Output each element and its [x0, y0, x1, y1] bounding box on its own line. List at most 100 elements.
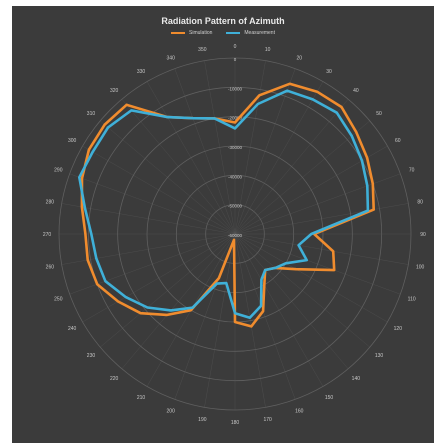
- angle-tick-label: 0: [234, 44, 237, 50]
- legend-swatch-measurement: [226, 32, 241, 34]
- grid-spoke: [61, 203, 236, 235]
- grid-spoke: [234, 233, 324, 387]
- data-point-measurement: [166, 116, 169, 118]
- data-point-simulation: [84, 233, 87, 235]
- radial-tick-label: -40000: [228, 174, 243, 179]
- grid-spoke: [82, 233, 236, 323]
- data-point-simulation: [332, 250, 335, 253]
- data-point-measurement: [310, 233, 313, 235]
- data-point-simulation: [372, 183, 374, 185]
- angle-tick-label: 20: [297, 55, 303, 61]
- legend: Simulation Measurement: [12, 30, 434, 36]
- legend-item-measurement: Measurement: [226, 30, 275, 36]
- angle-tick-label: 50: [376, 111, 382, 117]
- angle-tick-label: 340: [167, 55, 176, 61]
- data-point-simulation: [295, 268, 297, 271]
- angle-tick-label: 60: [395, 138, 401, 144]
- data-point-simulation: [233, 239, 235, 241]
- angle-tick-label: 150: [325, 395, 334, 401]
- grid-spoke: [234, 233, 388, 323]
- angle-tick-label: 170: [263, 417, 272, 423]
- radial-tick-label: -50000: [228, 204, 243, 209]
- angle-tick-label: 190: [198, 417, 207, 423]
- angle-tick-label: 10: [265, 47, 271, 53]
- data-point-simulation: [250, 325, 253, 328]
- angle-tick-label: 240: [68, 326, 77, 332]
- grid-spoke: [234, 203, 409, 235]
- angle-tick-label: 180: [231, 420, 240, 426]
- angle-tick-label: 300: [68, 138, 77, 144]
- grid-spoke: [234, 233, 409, 265]
- grid-spoke: [234, 233, 266, 408]
- data-point-simulation: [316, 90, 318, 93]
- legend-label-measurement: Measurement: [244, 30, 275, 36]
- radial-tick-label: -60000: [228, 233, 243, 238]
- data-point-measurement: [260, 304, 262, 307]
- data-point-simulation: [262, 310, 264, 313]
- grid-spoke: [146, 81, 236, 235]
- data-point-simulation: [355, 131, 358, 133]
- data-point-simulation: [263, 284, 266, 286]
- data-point-simulation: [372, 208, 375, 211]
- grid-spoke: [174, 68, 236, 235]
- angle-tick-label: 90: [420, 232, 426, 238]
- grid-spoke: [204, 60, 236, 235]
- data-point-measurement: [351, 135, 353, 137]
- angle-tick-label: 70: [409, 168, 415, 174]
- data-point-measurement: [264, 269, 266, 271]
- grid-spoke: [234, 173, 401, 235]
- grid-spoke: [234, 233, 296, 400]
- grid-spoke: [234, 120, 370, 235]
- data-point-measurement: [305, 259, 308, 261]
- angle-tick-label: 350: [198, 47, 207, 53]
- chart-area: Radiation Pattern of Azimuth Simulation …: [12, 6, 434, 443]
- grid-spoke: [121, 99, 236, 235]
- angle-tick-label: 250: [54, 296, 63, 302]
- angle-tick-label: 290: [54, 168, 63, 174]
- angle-tick-label: 260: [46, 265, 55, 271]
- radial-tick-label: -20000: [228, 116, 243, 121]
- data-point-measurement: [234, 127, 236, 130]
- radial-tick-label: -30000: [228, 145, 243, 150]
- data-point-measurement: [146, 306, 149, 309]
- angle-tick-label: 220: [110, 376, 119, 382]
- radar-plot: -60000 -50000 -40000 -30000 -20000 -10000 0 0 10…: [43, 44, 426, 426]
- data-point-simulation: [103, 123, 106, 126]
- angle-tick-label: 130: [375, 353, 384, 359]
- grid-spoke: [82, 145, 236, 235]
- data-point-simulation: [234, 121, 236, 124]
- grid-spoke: [234, 99, 349, 235]
- data-point-measurement: [311, 98, 314, 101]
- data-point-measurement: [170, 309, 172, 312]
- data-point-measurement: [361, 159, 363, 162]
- angle-tick-label: 310: [87, 111, 96, 117]
- data-point-measurement: [225, 282, 228, 284]
- data-point-simulation: [81, 177, 83, 180]
- angle-tick-label: 160: [295, 409, 304, 415]
- data-point-measurement: [216, 282, 218, 285]
- data-point-simulation: [340, 106, 343, 108]
- data-point-measurement: [91, 151, 94, 153]
- angle-tick-label: 80: [417, 199, 423, 205]
- data-point-measurement: [366, 185, 369, 187]
- angle-tick-label: 110: [408, 296, 416, 302]
- grid-spoke: [234, 68, 296, 235]
- data-point-simulation: [117, 300, 119, 303]
- grid-spoke: [234, 233, 349, 369]
- data-point-measurement: [367, 209, 369, 212]
- angle-tick-label: 270: [43, 232, 52, 238]
- data-point-measurement: [213, 117, 216, 120]
- data-point-simulation: [366, 156, 368, 159]
- data-point-simulation: [139, 312, 142, 315]
- data-point-measurement: [78, 176, 81, 179]
- data-point-simulation: [288, 83, 291, 85]
- grid-spoke: [204, 233, 236, 408]
- data-point-measurement: [285, 262, 287, 265]
- data-point-measurement: [297, 244, 300, 246]
- data-point-simulation: [88, 148, 90, 151]
- chart-title: Radiation Pattern of Azimuth: [161, 16, 285, 26]
- data-point-simulation: [333, 269, 336, 271]
- data-point-simulation: [234, 321, 236, 323]
- data-point-measurement: [84, 206, 86, 209]
- data-point-measurement: [90, 233, 93, 235]
